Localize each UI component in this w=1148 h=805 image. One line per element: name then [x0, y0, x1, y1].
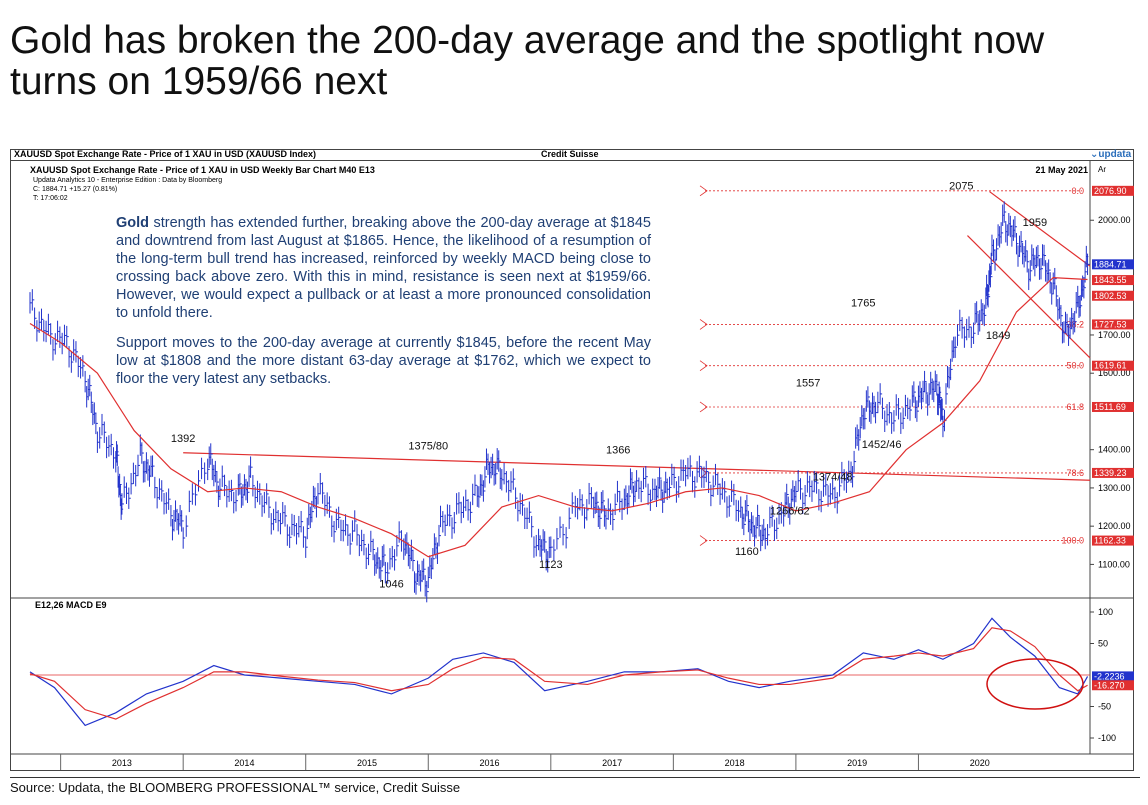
time-line: T: 17:06:02 — [33, 195, 68, 202]
macd-tag: -16.270 — [1094, 680, 1125, 690]
fib-arrow — [699, 185, 708, 197]
y-tick-label: 1100.00 — [1098, 559, 1130, 569]
macd-tick-label: 100 — [1098, 607, 1113, 617]
axis-tag: Ar — [1098, 165, 1106, 174]
price-annotation: 1849 — [986, 330, 1010, 342]
price-annotation: 1392 — [171, 433, 195, 445]
price-tag: 1884.71 — [1094, 259, 1127, 269]
price-tag: 1843.55 — [1094, 275, 1127, 285]
fib-tag: 1511.69 — [1094, 402, 1126, 412]
ma-line — [29, 276, 1088, 558]
fib-tag: 1162.33 — [1094, 536, 1126, 546]
price-annotation: 1266/62 — [770, 506, 810, 518]
x-tick-label: 2015 — [357, 758, 377, 768]
fib-label: 38.2 — [1066, 319, 1084, 329]
macd-tick-label: 50 — [1098, 639, 1108, 649]
downtrend-lower — [967, 235, 1091, 359]
fib-label: 50.0 — [1066, 361, 1084, 371]
fib-tag: 1619.61 — [1094, 361, 1127, 371]
price-tag-bg — [1092, 290, 1134, 301]
price-annotation: 1375/80 — [408, 441, 448, 453]
macd-line — [29, 617, 1089, 727]
macd-tick-label: -50 — [1098, 702, 1111, 712]
fib-tag: 1727.53 — [1094, 319, 1127, 329]
source-note: Source: Updata, the BLOOMBERG PROFESSION… — [10, 777, 1140, 795]
chart-header-bar: XAUUSD Spot Exchange Rate - Price of 1 X… — [10, 149, 1134, 161]
edition-line: Updata Analytics 10 - Enterprise Edition… — [33, 177, 223, 184]
x-tick-label: 2019 — [847, 758, 867, 768]
chart-header-center: Credit Suisse — [541, 149, 599, 159]
fib-tag-bg — [1092, 467, 1134, 478]
y-tick-label: 2000.00 — [1098, 215, 1131, 225]
macd-label: E12,26 MACD E9 — [35, 600, 107, 610]
price-annotation: 2075 — [949, 181, 973, 193]
macd-tag: -2.2236 — [1094, 671, 1125, 681]
chart-frame — [10, 149, 1134, 771]
price-tag: 1802.53 — [1094, 291, 1127, 301]
price-tag-bg — [1092, 275, 1134, 286]
fib-arrow — [699, 467, 708, 479]
commentary-para-1-text: strength has extended further, breaking … — [116, 215, 651, 321]
fib-tag-bg — [1092, 185, 1134, 196]
commentary-para-1: Gold strength has extended further, brea… — [116, 214, 651, 322]
fib-arrow — [699, 401, 708, 413]
price-annotation: 1765 — [851, 297, 875, 309]
macd-tag-bg — [1092, 680, 1134, 691]
fib-arrow — [699, 319, 708, 330]
x-tick-label: 2018 — [725, 758, 745, 768]
fib-tag-bg — [1092, 360, 1134, 371]
fib-tag: 2076.90 — [1094, 186, 1127, 196]
x-tick-label: 2013 — [112, 758, 132, 768]
fib-label: 100.0 — [1061, 536, 1084, 546]
close-line: C: 1884.71 +15.27 (0.81%) — [33, 186, 118, 193]
fib-label: 0.0 — [1071, 186, 1084, 196]
page-title: Gold has broken the 200-day average and … — [10, 19, 1045, 103]
x-tick-label: 2016 — [480, 758, 500, 768]
downtrend-upper — [989, 191, 1091, 267]
fib-tag-bg — [1092, 401, 1134, 412]
x-tick-label: 2017 — [602, 758, 622, 768]
chart-subtitle: XAUUSD Spot Exchange Rate - Price of 1 X… — [30, 165, 375, 175]
fib-label: 78.6 — [1066, 468, 1084, 478]
price-annotation: 1374/48 — [813, 471, 853, 483]
fib-arrow — [699, 360, 708, 372]
price-annotation: 1160 — [735, 546, 759, 558]
price-annotation: 1452/46 — [862, 439, 902, 451]
commentary-para-2: Support moves to the 200-day average at … — [116, 335, 651, 387]
fib-tag-bg — [1092, 535, 1134, 546]
price-bars — [29, 201, 1090, 603]
x-tick-label: 2020 — [970, 758, 990, 768]
fib-tag-bg — [1092, 319, 1134, 330]
macd-tick-label: -100 — [1098, 733, 1116, 743]
price-annotation: 1123 — [539, 559, 563, 571]
macd-signal-line — [29, 627, 1088, 720]
price-annotation: 1046 — [379, 578, 403, 590]
macd-highlight-circle — [986, 658, 1084, 710]
y-tick-label: 1700.00 — [1098, 330, 1131, 340]
updata-wordmark: updata — [1098, 149, 1132, 160]
updata-logo: ⌄updata — [1090, 149, 1132, 160]
chart-header-left: XAUUSD Spot Exchange Rate - Price of 1 X… — [14, 149, 317, 159]
x-tick-label: 2014 — [234, 758, 254, 768]
y-tick-label: 1400.00 — [1098, 445, 1131, 455]
chart-meta: Updata Analytics 10 - Enterprise Edition… — [33, 176, 222, 203]
fib-tag: 1339.23 — [1094, 468, 1127, 478]
price-annotation: 1557 — [796, 378, 820, 390]
y-tick-label: 1600.00 — [1098, 368, 1131, 378]
macd-tag-bg — [1092, 671, 1134, 682]
commentary-box: Gold strength has extended further, brea… — [116, 214, 651, 400]
long-trendline — [183, 452, 1091, 481]
commentary-bold: Gold — [116, 215, 150, 231]
chart-date: 21 May 2021 — [1035, 165, 1088, 175]
price-annotation: 1959 — [1023, 217, 1047, 229]
fib-label: 61.8 — [1066, 402, 1084, 412]
y-tick-label: 1300.00 — [1098, 483, 1131, 493]
price-tag-bg — [1092, 259, 1134, 270]
price-annotation: 1366 — [606, 445, 630, 457]
y-tick-label: 1200.00 — [1098, 521, 1131, 531]
fib-arrow — [699, 535, 708, 546]
